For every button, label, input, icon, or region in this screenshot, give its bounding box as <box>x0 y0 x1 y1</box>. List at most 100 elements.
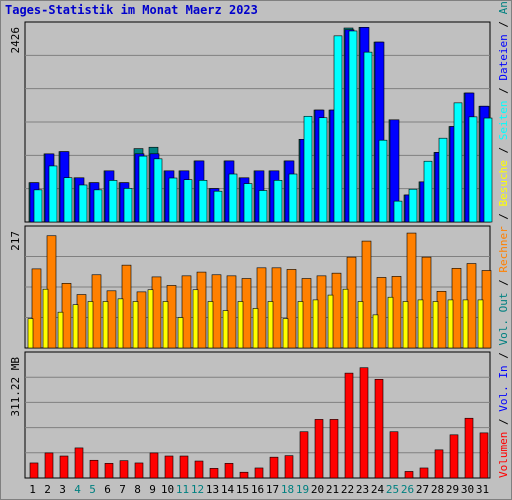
bar-seiten <box>423 160 433 223</box>
bar-besuche <box>106 290 117 349</box>
bar-besuche <box>61 283 72 349</box>
bar-besuche <box>241 278 252 349</box>
x-tick-label: 30 <box>461 483 474 496</box>
bar-besuche <box>391 276 402 349</box>
x-tick-label: 13 <box>206 483 219 496</box>
bar-besuche <box>406 232 417 349</box>
x-tick-label: 25 <box>386 483 399 496</box>
bar-rechner <box>207 301 214 349</box>
bar-volumen <box>74 447 84 479</box>
bar-seiten <box>78 184 88 223</box>
bar-volumen <box>374 378 384 479</box>
bar-seiten <box>243 183 253 223</box>
bar-rechner <box>342 288 349 349</box>
x-tick-label: 19 <box>296 483 309 496</box>
x-tick-label: 21 <box>326 483 339 496</box>
bar-rechner <box>372 314 379 349</box>
bar-seiten <box>273 180 283 223</box>
ymax-label-volume: 311.22 MB <box>9 357 22 417</box>
bar-besuche <box>481 270 492 349</box>
x-tick-label: 27 <box>416 483 429 496</box>
bar-volumen <box>209 468 219 479</box>
bar-volumen <box>59 455 69 479</box>
x-tick-label: 9 <box>149 483 156 496</box>
bar-volumen <box>344 372 354 479</box>
bar-volumen <box>149 452 159 479</box>
x-tick-label: 22 <box>341 483 354 496</box>
bar-besuche <box>466 263 477 349</box>
bar-rechner <box>297 301 304 349</box>
chart-title: Tages-Statistik im Monat Maerz 2023 <box>5 3 258 17</box>
bar-besuche <box>181 275 192 349</box>
legend-entry: Vol. Out <box>497 293 510 346</box>
ymax-label-hits-pages-files: 2426 <box>9 27 22 54</box>
x-tick-label: 8 <box>134 483 141 496</box>
legend-entry: Vol. In <box>497 365 510 411</box>
right-legend: Volumen / Vol. In / Vol. Out / Rechner /… <box>497 0 510 478</box>
bar-besuche <box>121 264 132 349</box>
x-tick-label: 12 <box>191 483 204 496</box>
bar-besuche <box>376 277 387 349</box>
bar-seiten <box>333 35 343 223</box>
bar-besuche <box>361 240 372 349</box>
bar-rechner <box>132 301 139 349</box>
x-tick-label: 29 <box>446 483 459 496</box>
x-tick-label: 2 <box>44 483 51 496</box>
bar-seiten <box>348 30 358 223</box>
bar-volumen <box>239 471 249 479</box>
bar-volumen <box>359 367 369 479</box>
bar-volumen <box>119 460 129 479</box>
x-tick-label: 6 <box>104 483 111 496</box>
bar-rechner <box>27 318 34 349</box>
legend-entry: Besuche <box>497 160 510 206</box>
bar-seiten <box>198 180 208 223</box>
bar-volumen <box>194 460 204 479</box>
bar-rechner <box>432 301 439 349</box>
legend-entry: / <box>497 206 510 226</box>
legend-entry: / <box>497 81 510 101</box>
bar-seiten <box>183 179 193 223</box>
bar-seiten <box>213 190 223 223</box>
legend-entry: / <box>497 273 510 293</box>
bar-volumen <box>269 456 279 479</box>
bar-seiten <box>33 189 43 223</box>
legend-entry: Seiten <box>497 100 510 140</box>
bar-seiten <box>93 189 103 223</box>
bar-seiten <box>378 139 388 223</box>
bar-rechner <box>357 301 364 349</box>
bar-rechner <box>327 294 334 349</box>
bar-rechner <box>147 289 154 349</box>
bar-rechner <box>102 301 109 349</box>
bar-volumen <box>434 449 444 479</box>
bar-besuche <box>316 275 327 349</box>
bar-seiten <box>393 200 403 223</box>
x-tick-label: 26 <box>401 483 414 496</box>
bar-rechner <box>192 289 199 349</box>
bar-besuche <box>346 256 357 349</box>
bar-rechner <box>462 299 469 349</box>
bar-volumen <box>404 471 414 479</box>
x-tick-label: 5 <box>89 483 96 496</box>
x-tick-label: 20 <box>311 483 324 496</box>
bar-rechner <box>417 299 424 349</box>
ymax-label-visits-sites: 217 <box>9 231 22 251</box>
bar-rechner <box>117 298 124 349</box>
bar-rechner <box>267 301 274 349</box>
bar-seiten <box>138 155 148 223</box>
bar-besuche <box>451 268 462 349</box>
bar-rechner <box>87 301 94 349</box>
bar-volumen <box>299 431 309 479</box>
x-tick-label: 3 <box>59 483 66 496</box>
bar-seiten <box>288 173 298 223</box>
bar-volumen <box>479 432 489 479</box>
x-tick-label: 23 <box>356 483 369 496</box>
bar-rechner <box>312 299 319 349</box>
bar-rechner <box>402 301 409 349</box>
bar-volumen <box>254 467 264 479</box>
legend-entry: / <box>497 14 510 34</box>
bar-volumen <box>89 459 99 479</box>
bar-seiten <box>438 137 448 223</box>
bar-rechner <box>177 317 184 349</box>
bar-rechner <box>57 311 64 349</box>
